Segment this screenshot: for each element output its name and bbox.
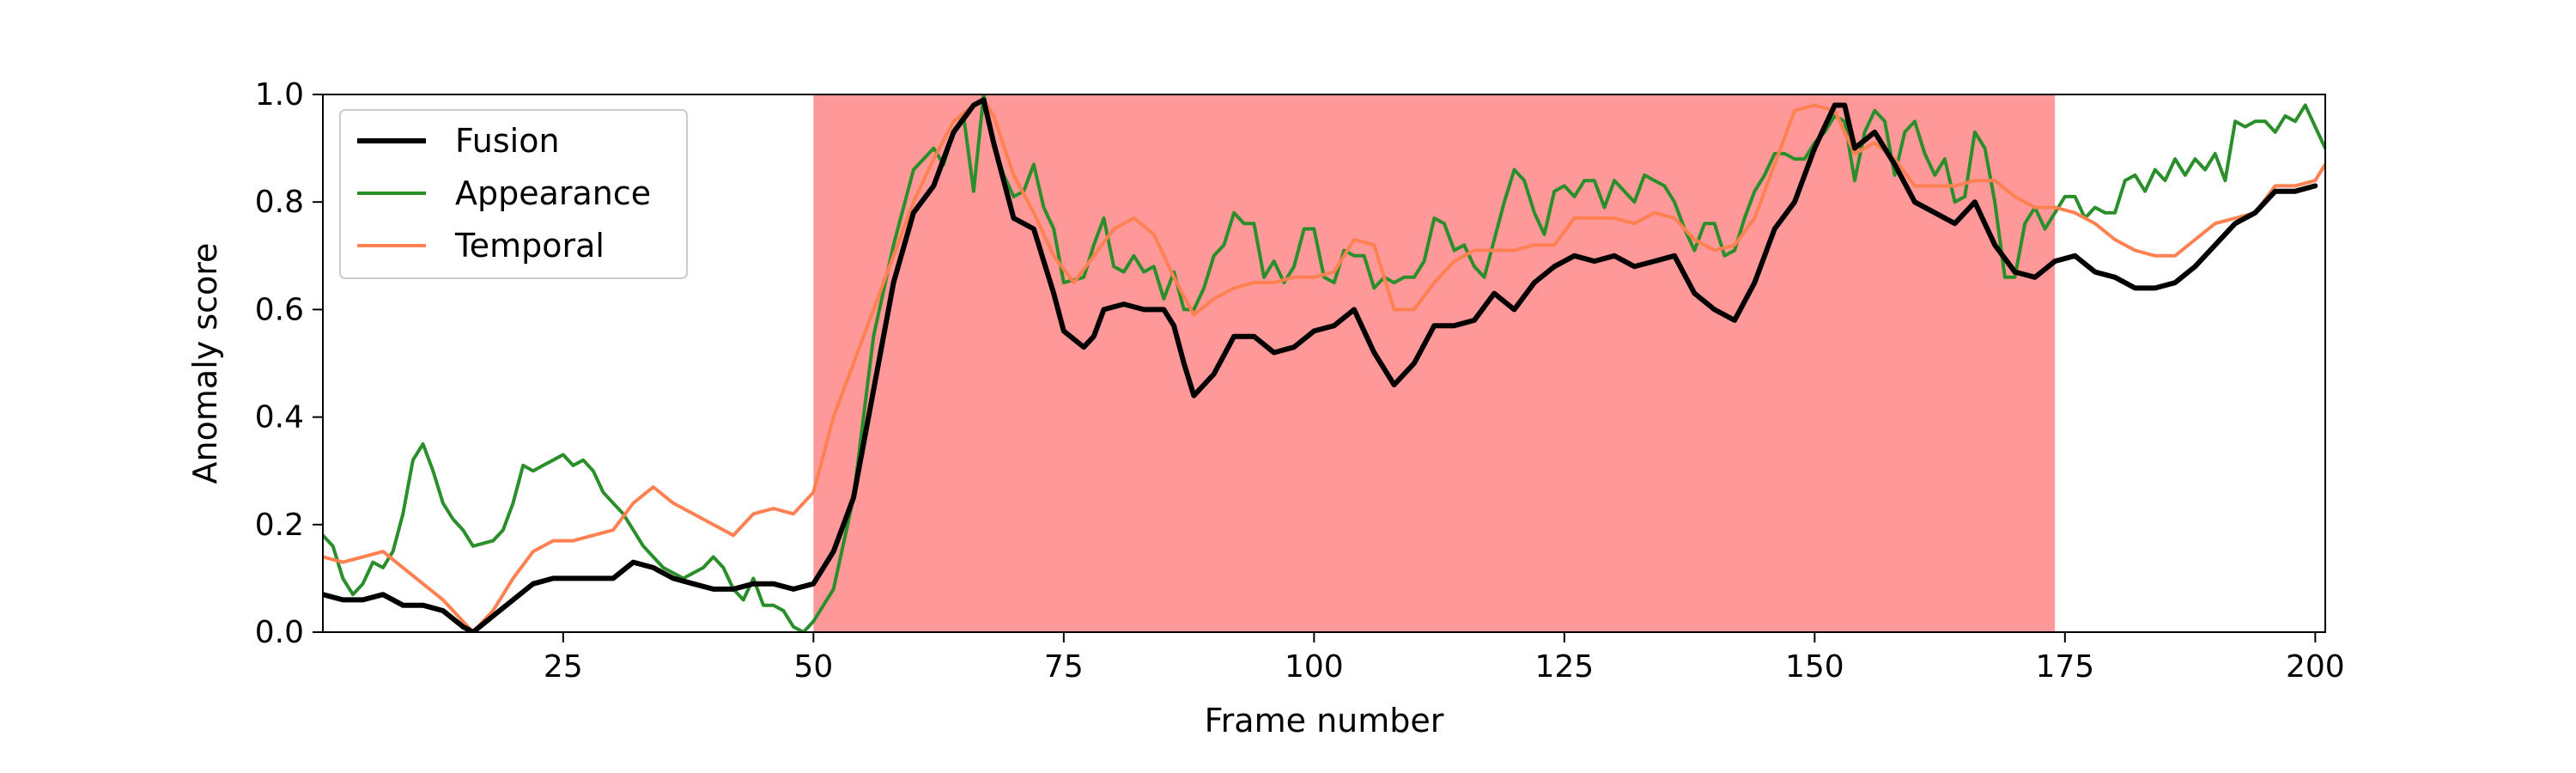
- y-tick-label: 0.6: [255, 292, 304, 327]
- x-tick-label: 175: [2035, 649, 2094, 685]
- series-line-fusion: [323, 97, 2318, 632]
- legend: Fusion Appearance Temporal: [339, 109, 688, 279]
- y-tick-label: 0.8: [255, 185, 304, 220]
- x-tick-label: 150: [1785, 649, 1844, 685]
- y-axis: 0.0 0.2 0.4 0.6 0.8 1.0: [255, 77, 323, 650]
- legend-label-appearance: Appearance: [455, 174, 651, 212]
- y-tick-label: 1.0: [255, 77, 304, 113]
- y-axis-label: Anomaly score: [186, 243, 224, 484]
- y-tick-label: 0.0: [255, 615, 304, 650]
- series-line-appearance: [323, 94, 2325, 632]
- x-tick-label: 200: [2286, 649, 2345, 685]
- x-tick-label: 50: [793, 649, 833, 685]
- x-tick-label: 100: [1285, 649, 1344, 685]
- legend-frame: [339, 109, 688, 279]
- series-layer: [323, 94, 2325, 632]
- legend-label-temporal: Temporal: [454, 227, 605, 265]
- plot-frame: [322, 94, 2326, 633]
- plot-area: [322, 94, 2326, 633]
- x-tick-label: 125: [1534, 649, 1594, 685]
- x-tick-label: 25: [544, 649, 583, 685]
- y-tick-label: 0.2: [255, 508, 304, 543]
- y-tick-label: 0.4: [255, 400, 304, 435]
- legend-label-fusion: Fusion: [455, 122, 560, 160]
- series-line-temporal: [323, 98, 2325, 632]
- x-axis: 25 50 75 100 125 150 175 200: [544, 632, 2345, 685]
- x-axis-label: Frame number: [1205, 702, 1444, 740]
- x-tick-label: 75: [1044, 649, 1084, 685]
